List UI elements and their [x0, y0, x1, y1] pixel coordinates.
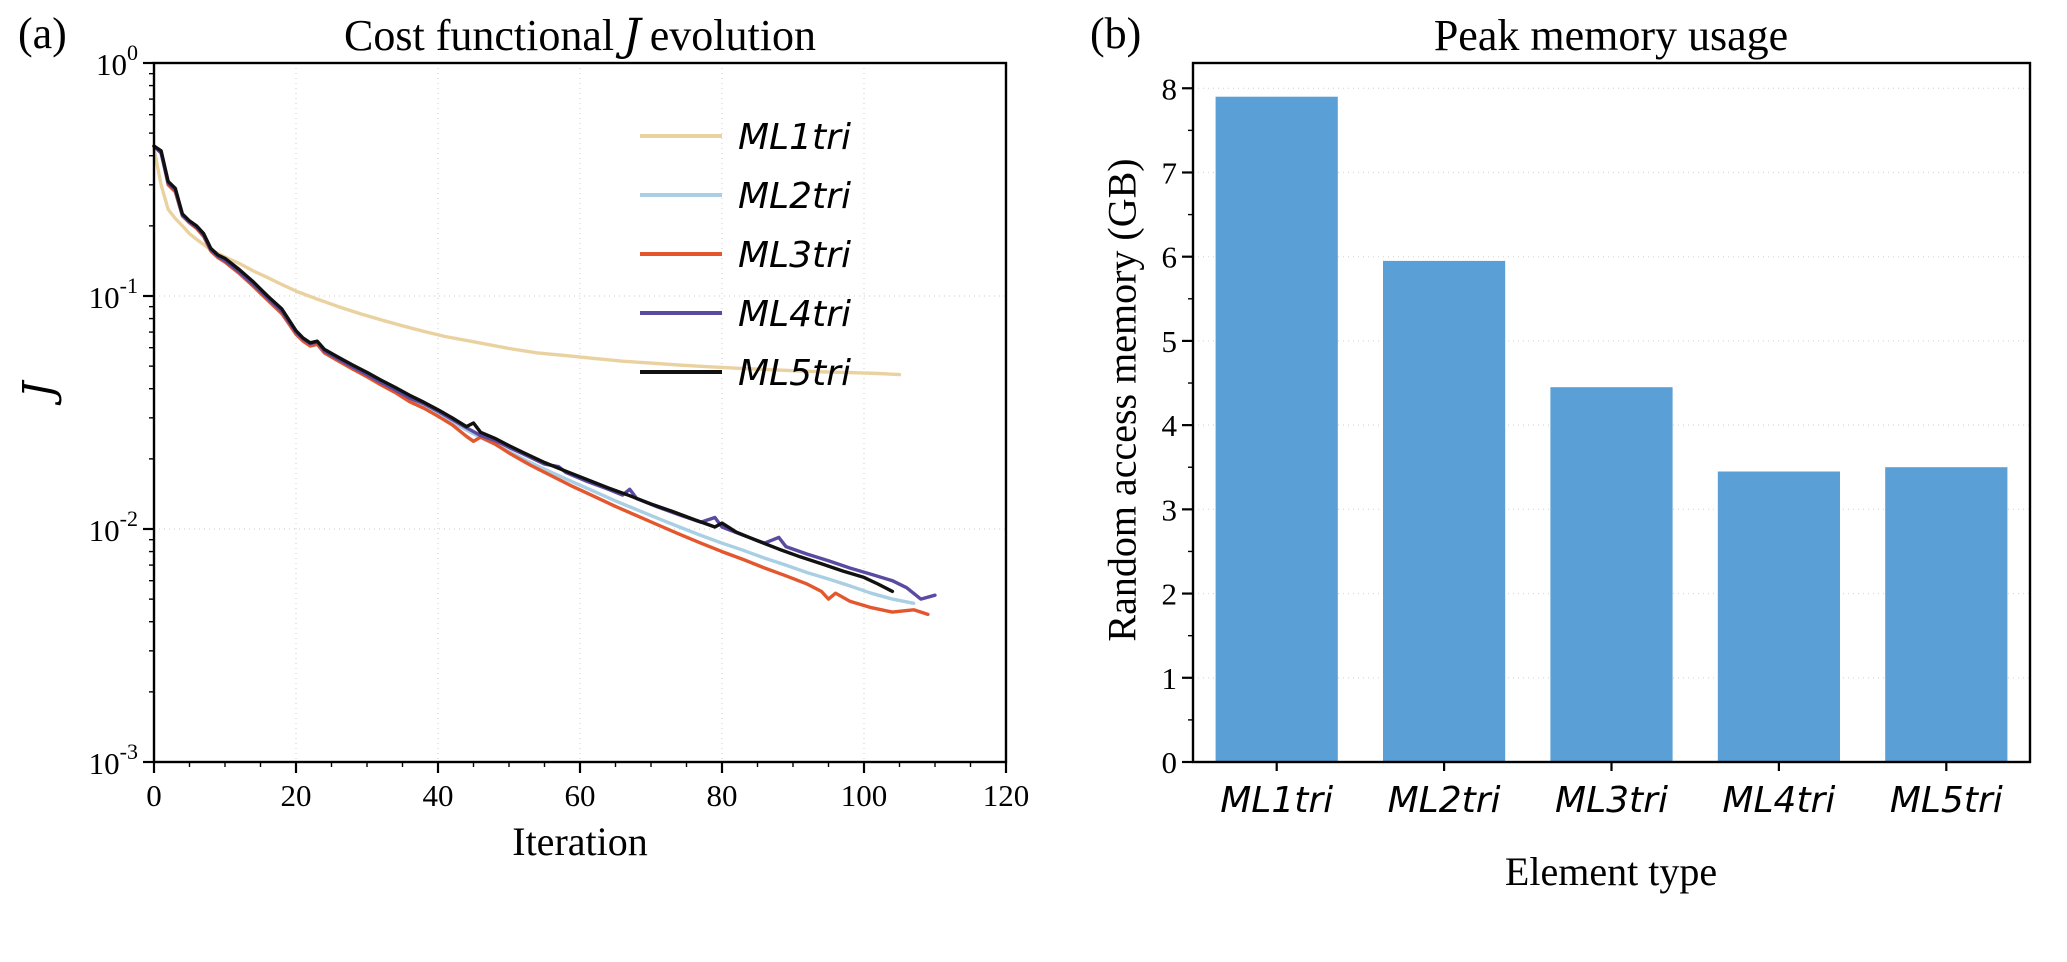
bar-category-label: ML2tri: [1388, 780, 1501, 821]
panel-a-label: (a): [18, 9, 67, 58]
series-line-ML5tri: [152, 144, 895, 594]
bar-ML3tri: [1550, 387, 1673, 762]
y-tick-label: 3: [1162, 492, 1178, 527]
y-tick-label: 7: [1162, 155, 1178, 190]
y-tick-label: 10-1: [89, 273, 138, 315]
legend-label: ML5tri: [738, 353, 851, 394]
panel-a-x-axis-label: Iteration: [512, 819, 648, 864]
panel-a-title-pre: Cost functional: [344, 11, 615, 60]
legend-label: ML4tri: [738, 294, 851, 335]
legend-entry-ML1tri: ML1tri: [640, 117, 851, 158]
y-tick-label: 6: [1162, 240, 1178, 275]
y-tick-label: 4: [1162, 408, 1178, 443]
peak-memory-bar-chart: 0 1 2 3 4 5 6 7 8 ML1tri ML2tri ML3tri ML4tri ML5tri: [1162, 61, 2032, 821]
y-tick-label: 5: [1162, 324, 1178, 359]
panel-b-x-axis-label: Element type: [1504, 849, 1718, 894]
panel-a-y-axis-label: J: [13, 381, 63, 399]
legend-entry-ML4tri: ML4tri: [640, 294, 851, 335]
y-tick-label: 8: [1162, 71, 1178, 106]
legend-entry-ML3tri: ML3tri: [640, 235, 851, 276]
legend-entry-ML2tri: ML2tri: [640, 176, 851, 217]
bar-category-label: ML5tri: [1890, 780, 2003, 821]
bar-category-label: ML1tri: [1220, 780, 1333, 821]
x-tick-label: 120: [983, 778, 1030, 813]
bar-ML1tri: [1215, 96, 1338, 762]
cost-functional-line-chart: 0 20 40 60 80 100 120 100 10-1 10-2 10-3 ML1tri ML2t…: [89, 40, 1030, 813]
panel-b-y-axis-label: Random access memory (GB): [1099, 158, 1145, 642]
y-tick-label: 10-2: [89, 506, 138, 548]
panel-a-title-post: evolution: [649, 11, 816, 60]
bar-category-label: ML4tri: [1722, 780, 1835, 821]
y-tick-label: 1: [1162, 661, 1178, 696]
panel-b-title: Peak memory usage: [1433, 11, 1789, 60]
bar-ML2tri: [1383, 260, 1506, 762]
bar-ML5tri: [1885, 467, 2008, 762]
y-tick-label: 10-3: [89, 739, 138, 781]
y-tick-label: 0: [1162, 745, 1178, 780]
x-tick-label: 60: [565, 778, 596, 813]
legend-entry-ML5tri: ML5tri: [640, 353, 851, 394]
y-tick-label: 100: [96, 40, 138, 82]
x-tick-label: 80: [707, 778, 738, 813]
bar-ML4tri: [1717, 471, 1840, 762]
x-tick-label: 100: [841, 778, 888, 813]
bar-category-label: ML3tri: [1555, 780, 1668, 821]
legend-label: ML2tri: [738, 176, 851, 217]
x-tick-label: 40: [423, 778, 454, 813]
panel-b-label: (b): [1090, 9, 1142, 58]
panel-a-title-math-j: J: [623, 10, 641, 61]
legend-label: ML3tri: [738, 235, 851, 276]
legend-label: ML1tri: [738, 117, 851, 158]
series-line-ML1tri: [152, 146, 902, 377]
x-tick-label: 0: [146, 778, 162, 813]
y-tick-label: 2: [1162, 577, 1178, 612]
axes-frame: [152, 61, 1008, 764]
x-tick-label: 20: [281, 778, 312, 813]
